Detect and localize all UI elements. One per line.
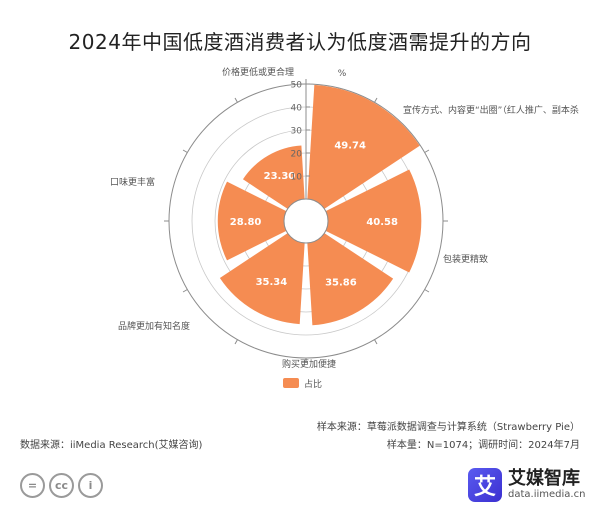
value-label: 35.86 <box>325 277 357 288</box>
center-hole <box>283 198 329 244</box>
chart-title: 2024年中国低度酒消费者认为低度酒需提升的方向 <box>68 30 532 54</box>
angle-tick <box>234 339 238 345</box>
attribution-icon: i <box>78 473 103 498</box>
value-label: 49.74 <box>334 140 366 151</box>
bar-sector <box>307 84 420 209</box>
radial-tick-label: 20 <box>291 150 303 160</box>
data-source-note: 数据来源：iiMedia Research(艾媒咨询) <box>20 440 203 451</box>
brand-name: 艾媒智库 <box>508 468 580 489</box>
legend-swatch <box>283 378 299 388</box>
sample-source-note: 样本来源：草莓派数据调查与计算系统（Strawberry Pie） <box>316 422 580 433</box>
angle-tick <box>234 97 238 103</box>
unit-label: % <box>338 69 347 79</box>
nd-icon: = <box>20 473 45 498</box>
category-label: 品牌更加有知名度 <box>118 320 190 332</box>
angle-tick <box>374 97 378 103</box>
bar-sector <box>242 145 305 209</box>
value-label: 35.34 <box>256 277 288 288</box>
brand-url: data.iimedia.cn <box>508 489 586 500</box>
license-icons: = cc i <box>20 473 103 498</box>
legend-label: 占比 <box>304 378 322 390</box>
category-label: 购买更加便捷 <box>282 358 336 370</box>
category-label: 口味更丰富 <box>110 176 155 188</box>
category-label: 包装更精致 <box>443 253 488 265</box>
category-label: 价格更低或更合理 <box>222 66 294 78</box>
value-label: 40.58 <box>366 217 398 228</box>
angle-tick <box>182 289 188 293</box>
brand-logo-icon: 艾 <box>468 468 502 502</box>
polar-bar-chart: 49.74 40.58 35.86 35.34 28.80 23.30 50 40 30 20 10… <box>110 66 579 390</box>
category-label: 宣传方式、内容更“出圈”（红人推广、副本杀 <box>403 104 579 116</box>
angle-tick <box>374 339 378 345</box>
cc-icon: cc <box>49 473 74 498</box>
radial-tick-label: 50 <box>291 81 303 91</box>
radial-tick-label: 40 <box>291 104 303 114</box>
bar-sector <box>325 169 422 273</box>
angle-tick <box>182 149 188 153</box>
radial-tick-label: 10 <box>291 173 303 183</box>
radial-tick-label: 30 <box>291 127 303 137</box>
bar-sector <box>219 233 305 325</box>
value-label: 23.30 <box>264 171 296 182</box>
angle-tick <box>424 289 430 293</box>
angle-tick <box>424 149 430 153</box>
value-label: 28.80 <box>230 217 262 228</box>
brand-block: 艾 艾媒智库 data.iimedia.cn <box>468 468 585 502</box>
bar-sector <box>307 233 394 326</box>
sample-size-note: 样本量：N=1074；调研时间：2024年7月 <box>386 440 580 451</box>
bar-sector <box>217 181 287 261</box>
